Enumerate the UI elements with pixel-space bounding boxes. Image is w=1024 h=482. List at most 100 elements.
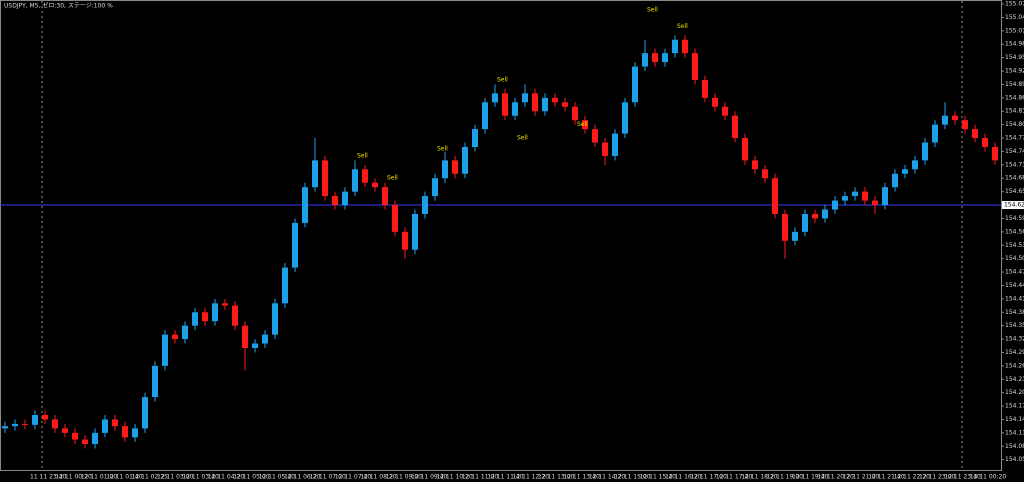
candle-body <box>642 53 648 67</box>
candle-body <box>802 213 808 232</box>
candle-body <box>142 397 148 429</box>
candle-body <box>52 419 58 429</box>
candle-body <box>882 187 888 206</box>
x-tick-label: 13 11 00:20 <box>970 474 1007 481</box>
candle-body <box>352 169 358 192</box>
candle-body <box>812 213 818 219</box>
y-tick-label: 154.920 <box>1005 68 1024 75</box>
candle-body <box>112 419 118 427</box>
y-tick-label: 154.470 <box>1005 269 1024 276</box>
y-tick-label: 154.800 <box>1005 121 1024 128</box>
x-tick-label: 12 11 04:20 <box>208 474 245 481</box>
x-tick-label: 12 11 17:00 <box>690 474 727 481</box>
annotation: Sell <box>517 135 528 142</box>
candle-body <box>692 53 698 80</box>
x-tick-label: 12 11 03:40 <box>182 474 219 481</box>
candle-body <box>562 102 568 107</box>
candle-body <box>22 423 28 425</box>
candle-body <box>912 160 918 170</box>
candle-body <box>892 173 898 188</box>
y-tick-label: 154.350 <box>1005 322 1024 329</box>
candle-body <box>472 129 478 147</box>
x-tick-label: 12 11 15:00 <box>614 474 651 481</box>
y-tick-label: 154.770 <box>1005 135 1024 142</box>
candle-body <box>132 428 138 438</box>
candle-body <box>652 53 658 63</box>
chart-title: USDJPY, M5, ゼロ:30, ステージ:100 % <box>4 2 113 10</box>
candle-body <box>382 187 388 206</box>
candle-body <box>972 129 978 139</box>
candle-body <box>502 93 508 116</box>
x-tick-label: 12 11 21:00 <box>843 474 880 481</box>
candle-body <box>482 102 488 130</box>
candle-body <box>292 222 298 268</box>
y-tick-label: 154.530 <box>1005 242 1024 249</box>
x-tick-label: 12 11 14:20 <box>589 474 626 481</box>
candle-body <box>492 93 498 103</box>
x-tick-label: 12 11 10:20 <box>436 474 473 481</box>
candle-body <box>522 93 528 103</box>
candle-body <box>422 196 428 214</box>
candle-body <box>512 102 518 116</box>
candle-body <box>432 178 438 197</box>
candle-body <box>412 213 418 250</box>
candle-body <box>782 213 788 241</box>
x-tick-label: 11 11 23:40 <box>30 474 67 481</box>
y-tick-label: 154.410 <box>1005 295 1024 302</box>
candle-body <box>62 428 68 433</box>
candle-body <box>852 191 858 197</box>
candle-body <box>392 205 398 232</box>
candle-body <box>712 97 718 107</box>
x-tick-label: 12 11 23:40 <box>944 474 981 481</box>
candle-body <box>532 93 538 112</box>
plot-frame <box>0 0 1002 471</box>
x-tick-label: 12 11 18:20 <box>741 474 778 481</box>
candle-body <box>212 303 218 322</box>
candle-body <box>372 182 378 188</box>
y-tick-label: 154.080 <box>1005 443 1024 450</box>
candle-body <box>362 169 368 183</box>
candle-body <box>302 187 308 223</box>
candle-body <box>842 196 848 201</box>
candle-body <box>752 160 758 170</box>
candle-body <box>542 97 548 112</box>
candle-body <box>162 334 168 366</box>
x-tick-label: 12 11 09:00 <box>386 474 423 481</box>
y-tick-label: 154.950 <box>1005 54 1024 61</box>
candle-body <box>592 129 598 143</box>
y-tick-label: 154.260 <box>1005 362 1024 369</box>
candle-body <box>252 343 258 349</box>
candle-body <box>92 432 98 445</box>
candle-body <box>82 439 88 445</box>
x-tick-label: 12 11 05:00 <box>233 474 270 481</box>
y-tick-label: 154.380 <box>1005 309 1024 316</box>
candle-body <box>702 79 708 98</box>
candle-body <box>602 142 608 156</box>
candle-body <box>902 169 908 174</box>
candle-body <box>122 426 128 438</box>
x-tick-label: 12 11 00:20 <box>55 474 92 481</box>
candle-body <box>762 169 768 179</box>
x-tick-label: 12 11 13:00 <box>538 474 575 481</box>
x-tick-label: 12 11 16:20 <box>665 474 702 481</box>
x-tick-label: 12 11 07:40 <box>335 474 372 481</box>
annotation: Sell <box>497 76 508 83</box>
candle-body <box>262 334 268 344</box>
candle-body <box>862 191 868 201</box>
x-tick-label: 12 11 12:20 <box>513 474 550 481</box>
annotation: Sell <box>437 146 448 153</box>
x-tick-label: 12 11 20:20 <box>817 474 854 481</box>
y-tick-label: 154.650 <box>1005 188 1024 195</box>
candle-body <box>682 39 688 54</box>
annotation: Sell <box>577 121 588 128</box>
candle-body <box>172 334 178 340</box>
y-tick-label: 154.110 <box>1005 429 1024 436</box>
x-tick-label: 12 11 06:20 <box>284 474 321 481</box>
candle-body <box>982 138 988 147</box>
annotation: Sell <box>357 152 368 159</box>
x-tick-label: 12 11 19:00 <box>767 474 804 481</box>
x-tick-label: 12 11 17:40 <box>716 474 753 481</box>
annotation: Sell <box>677 23 688 30</box>
x-tick-label: 12 11 08:20 <box>360 474 397 481</box>
x-tick-label: 12 11 13:40 <box>563 474 600 481</box>
